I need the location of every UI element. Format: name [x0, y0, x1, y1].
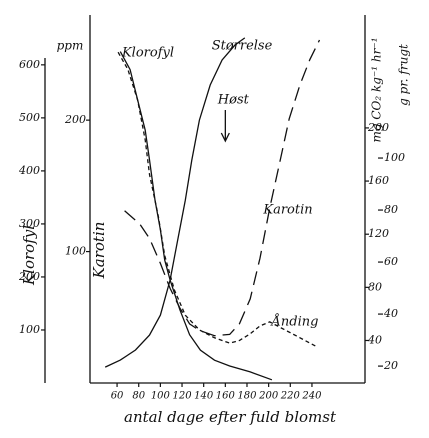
x-tick-label: 200: [258, 391, 279, 402]
x-tick-label: 140: [194, 391, 214, 402]
y-tick-label: 20: [383, 359, 398, 372]
y-tick-label: 60: [384, 255, 398, 268]
y-tick-label: 100: [19, 323, 40, 336]
series-line: [104, 37, 246, 368]
y-tick-label: 200: [18, 270, 40, 283]
x-tick-label: 60: [111, 391, 124, 402]
x-tick-label: 180: [237, 391, 257, 402]
series-label: Klorofyl: [121, 46, 174, 61]
y-tick-label: 40: [367, 333, 382, 346]
x-tick-label: 80: [132, 391, 145, 402]
series-line: [119, 51, 273, 381]
series-label: Størrelse: [212, 39, 273, 54]
y-tick-label: 100: [65, 245, 86, 258]
annotation: Høst: [217, 93, 250, 108]
x-tick-label: 100: [151, 391, 171, 402]
series-label: Ånding: [270, 314, 319, 330]
y-tick-label: 120: [368, 227, 389, 240]
y-tick-label: 500: [19, 111, 40, 124]
series-line: [117, 51, 318, 348]
y-tick-label: 400: [18, 164, 40, 177]
x-axis-title: antal dage efter fuld blomst: [124, 408, 337, 426]
y-tick-label: 80: [384, 203, 398, 216]
x-tick-label: 160: [216, 391, 236, 402]
arrow-head: [220, 132, 230, 143]
y-tick-label: 300: [19, 217, 40, 230]
y4-axis-title: g pr. frugt: [397, 44, 411, 106]
y-tick-label: 200: [367, 121, 389, 134]
y-tick-label: 100: [384, 151, 405, 164]
x-tick-label: 240: [301, 391, 322, 402]
y2-axis-title: Karotin: [90, 222, 108, 280]
y-axis-title: Klorofyl: [20, 225, 38, 286]
x-tick-label: 120: [172, 391, 192, 402]
x-tick-label: 220: [280, 391, 301, 402]
y-tick-label: 80: [368, 280, 382, 293]
series-label: Karotin: [262, 203, 312, 218]
y-tick-label: 40: [383, 307, 398, 320]
y3-axis-title: mg CO₂ kg⁻¹ hr⁻¹: [370, 37, 384, 142]
series-line: [124, 39, 321, 337]
y-tick-label: 200: [64, 113, 86, 126]
y-tick-label: 160: [368, 174, 389, 187]
y-unit: ppm: [57, 39, 84, 53]
y-tick-label: 600: [19, 58, 40, 71]
